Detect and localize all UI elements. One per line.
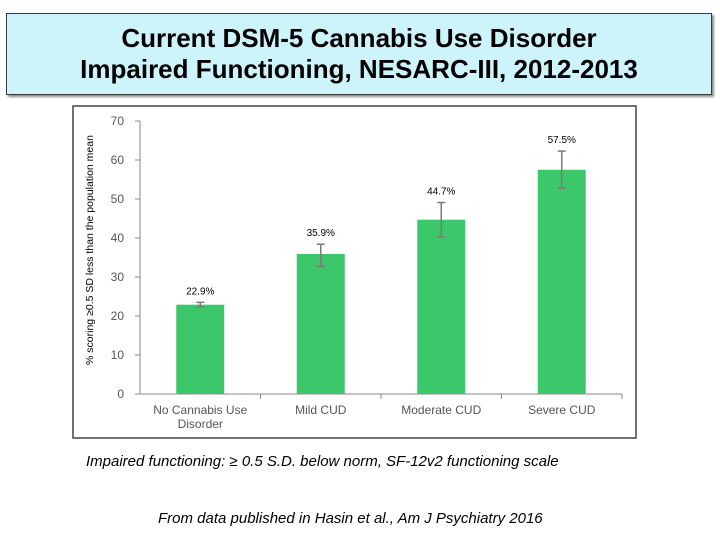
y-tick-label: 20 bbox=[111, 309, 125, 323]
error-bar bbox=[316, 243, 325, 268]
bar bbox=[176, 304, 225, 394]
title-box: Current DSM-5 Cannabis Use Disorder Impa… bbox=[6, 13, 712, 95]
y-tick-label: 60 bbox=[111, 153, 125, 167]
y-axis-ticks: 0 10 20 30 40 50 60 70 bbox=[111, 114, 140, 401]
error-bar bbox=[557, 150, 566, 189]
source-citation: From data published in Hasin et al., Am … bbox=[158, 510, 543, 527]
data-label: 35.9% bbox=[307, 228, 335, 239]
x-category-label: Moderate CUD bbox=[401, 403, 481, 417]
data-label: 57.5% bbox=[548, 135, 576, 146]
x-category-label: No Cannabis Use bbox=[153, 403, 247, 417]
bar bbox=[296, 253, 345, 394]
error-bar bbox=[437, 201, 446, 238]
x-category-label: Severe CUD bbox=[528, 403, 596, 417]
chart-title-line-1: Current DSM-5 Cannabis Use Disorder bbox=[121, 23, 597, 53]
x-category-label: Disorder bbox=[178, 417, 223, 431]
bar bbox=[417, 219, 466, 394]
y-tick-label: 10 bbox=[111, 348, 125, 362]
y-axis-title: % scoring ≥0.5 SD less than the populati… bbox=[84, 135, 96, 365]
y-tick-label: 40 bbox=[111, 231, 125, 245]
y-tick-label: 50 bbox=[111, 192, 125, 206]
bar bbox=[537, 169, 586, 394]
chart-title-line-2: Impaired Functioning, NESARC-III, 2012-2… bbox=[80, 54, 638, 84]
data-label: 22.9% bbox=[186, 286, 214, 297]
y-tick-label: 30 bbox=[111, 270, 125, 284]
y-tick-label: 70 bbox=[111, 114, 125, 128]
error-bar bbox=[196, 301, 205, 308]
caption-note: Impaired functioning: ≥ 0.5 S.D. below n… bbox=[86, 453, 559, 470]
bars: 22.9% 35.9% 44.7% 57.5% bbox=[176, 135, 586, 394]
data-label: 44.7% bbox=[427, 187, 455, 198]
x-category-label: Mild CUD bbox=[295, 403, 347, 417]
y-tick-label: 0 bbox=[117, 387, 124, 401]
